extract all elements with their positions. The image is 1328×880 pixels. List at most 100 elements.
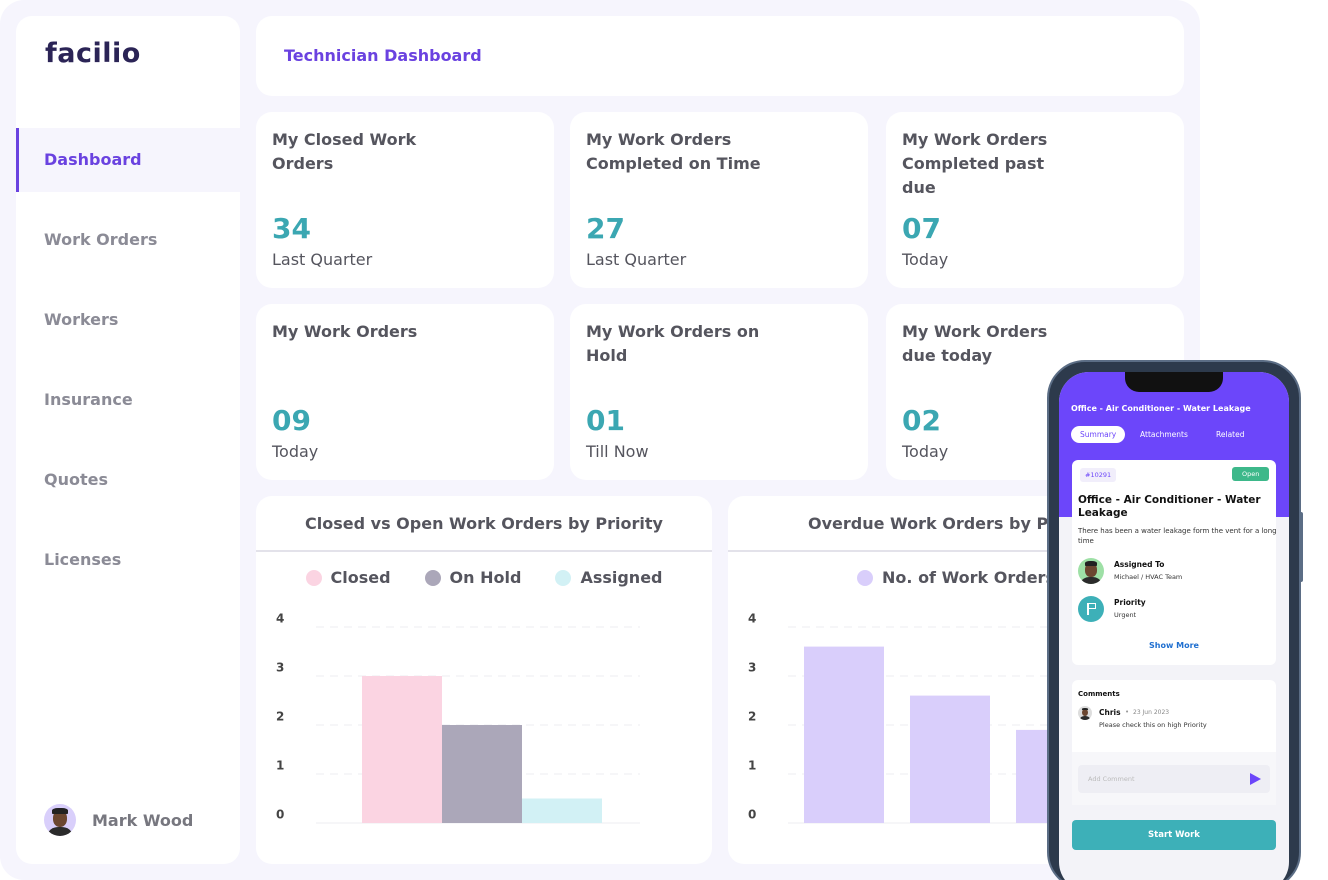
stat-period: Last Quarter: [272, 250, 373, 269]
card-heading: Office - Air Conditioner - Water Leakage: [1078, 494, 1261, 519]
stat-period: Today: [272, 442, 319, 461]
y-tick-label: 0: [276, 808, 284, 822]
stat-value: 27: [586, 212, 625, 245]
id-tag: #10291: [1080, 468, 1117, 482]
legend-item: On Hold: [424, 568, 522, 587]
y-tick-label: 2: [276, 710, 284, 724]
assigned-label: Assigned To: [1114, 560, 1165, 569]
page-title: Technician Dashboard: [284, 46, 482, 65]
stat-value: 34: [272, 212, 311, 245]
nav-item[interactable]: Workers: [44, 310, 119, 329]
comment-text: Please check this on high Priority: [1099, 721, 1207, 729]
stat-card: My Work Orders due today 02 Today: [886, 304, 1184, 480]
avatar: [1078, 706, 1092, 720]
tab[interactable]: Summary: [1071, 426, 1126, 443]
nav-item[interactable]: Insurance: [44, 390, 133, 409]
legend-swatch: [305, 569, 322, 586]
y-tick-label: 2: [748, 710, 756, 724]
priority-icon: [1078, 596, 1104, 622]
stat-card: My Work Orders Completed on Time 27 Last Q…: [570, 112, 868, 288]
bar: [910, 695, 990, 823]
stat-card: My Work Orders 09 Today: [256, 304, 554, 480]
stat-title: My Work Orders Completed on Time: [586, 130, 761, 173]
screen: Office - Air Conditioner - Water Leakage…: [1059, 372, 1289, 880]
card-description: There has been a water leakage form the …: [1078, 527, 1277, 545]
nav-item[interactable]: Licenses: [44, 550, 122, 569]
stat-title: My Work Orders due today: [902, 322, 1048, 365]
notch: [1125, 372, 1223, 392]
avatar-hair: [1081, 707, 1089, 711]
legend-label: On Hold: [449, 568, 522, 587]
show-more[interactable]: Show More: [1149, 641, 1199, 650]
comments-title: Comments: [1078, 690, 1120, 698]
nav-item[interactable]: Work Orders: [44, 230, 158, 249]
comment-author: Chris: [1099, 708, 1121, 717]
legend-swatch: [424, 569, 441, 586]
stat-card: My Work Orders on Hold 01 Till Now: [570, 304, 868, 480]
sidebar: facilio Dashboard Work Orders Workers Insura…: [16, 16, 240, 864]
phone-button: [1299, 512, 1303, 582]
y-tick-label: 3: [276, 661, 284, 675]
chart-card: Closed vs Open Work Orders by Priority Cl…: [256, 496, 712, 864]
flag: [1088, 603, 1096, 609]
input-placeholder: Add Comment: [1088, 775, 1135, 783]
avatar-hair: [52, 807, 68, 815]
stat-period: Till Now: [586, 442, 649, 461]
nav-active-bg: [16, 128, 240, 192]
nav-item[interactable]: Quotes: [44, 470, 109, 489]
chart-title: Overdue Work Orders by Priority: [808, 514, 1104, 533]
work-order-card: #10291 Open Office - Air Conditioner - Wat…: [1072, 460, 1277, 665]
stat-title: My Work Orders on Hold: [586, 322, 760, 365]
chart-title: Closed vs Open Work Orders by Priority: [305, 514, 663, 533]
tab[interactable]: Related: [1216, 430, 1245, 439]
nav-item[interactable]: Dashboard: [44, 150, 142, 169]
legend: No. of Work Orders: [728, 568, 1184, 587]
stat-period: Today: [902, 250, 949, 269]
legend-label: Assigned: [580, 568, 663, 587]
stat-value: 07: [902, 212, 941, 245]
legend-label: No. of Work Orders: [882, 568, 1055, 587]
chart-divider: [728, 550, 1184, 552]
avatar-body: [1079, 716, 1091, 720]
avatar: [1078, 558, 1104, 584]
y-tick-label: 4: [748, 612, 756, 626]
comments-card: Comments Chris • 23 Jun 2023 Please check th…: [1072, 680, 1276, 805]
status-badge: Open: [1232, 467, 1270, 481]
avatar-face: [52, 809, 68, 828]
bar: [522, 798, 602, 823]
avatar-body: [1081, 576, 1101, 584]
legend-label: Closed: [330, 568, 391, 587]
legend-item: Assigned: [555, 568, 663, 587]
flag-pole: [1087, 603, 1089, 615]
avatar-hair: [1084, 561, 1098, 567]
assigned-value: Michael / HVAC Team: [1114, 573, 1183, 581]
y-tick-label: 1: [276, 759, 284, 773]
legend: Closed On Hold Assigned: [256, 568, 712, 587]
stat-value: 01: [586, 404, 625, 437]
y-tick-label: 0: [748, 808, 756, 822]
tab[interactable]: Attachments: [1140, 430, 1188, 439]
bar: [362, 676, 442, 823]
legend-item: Closed: [305, 568, 391, 587]
user-name[interactable]: Mark Wood: [92, 811, 194, 830]
stat-value: 09: [272, 404, 311, 437]
stat-value: 02: [902, 404, 941, 437]
send-icon[interactable]: [1250, 773, 1261, 785]
stat-card: My Closed Work Orders 34 Last Quarter: [256, 112, 554, 288]
stat-card: My Work Orders Completed past due 07 Today: [886, 112, 1184, 288]
start-button[interactable]: Start Work: [1072, 820, 1276, 850]
stat-title: My Work Orders Completed past due: [902, 130, 1048, 197]
chart-divider: [256, 550, 712, 552]
comment-input[interactable]: Add Comment: [1078, 765, 1270, 793]
bar: [804, 646, 884, 823]
logo: facilio: [45, 38, 141, 69]
stat-period: Today: [902, 442, 949, 461]
phone: Office - Air Conditioner - Water Leakage…: [1047, 360, 1303, 880]
avatar-face: [1081, 708, 1089, 717]
y-tick-label: 4: [276, 612, 284, 626]
screen-title: Office - Air Conditioner - Water Leakage: [1071, 404, 1251, 413]
legend-swatch: [857, 569, 874, 586]
stat-title: My Work Orders: [272, 322, 418, 341]
comment-date: 23 Jun 2023: [1133, 709, 1170, 716]
